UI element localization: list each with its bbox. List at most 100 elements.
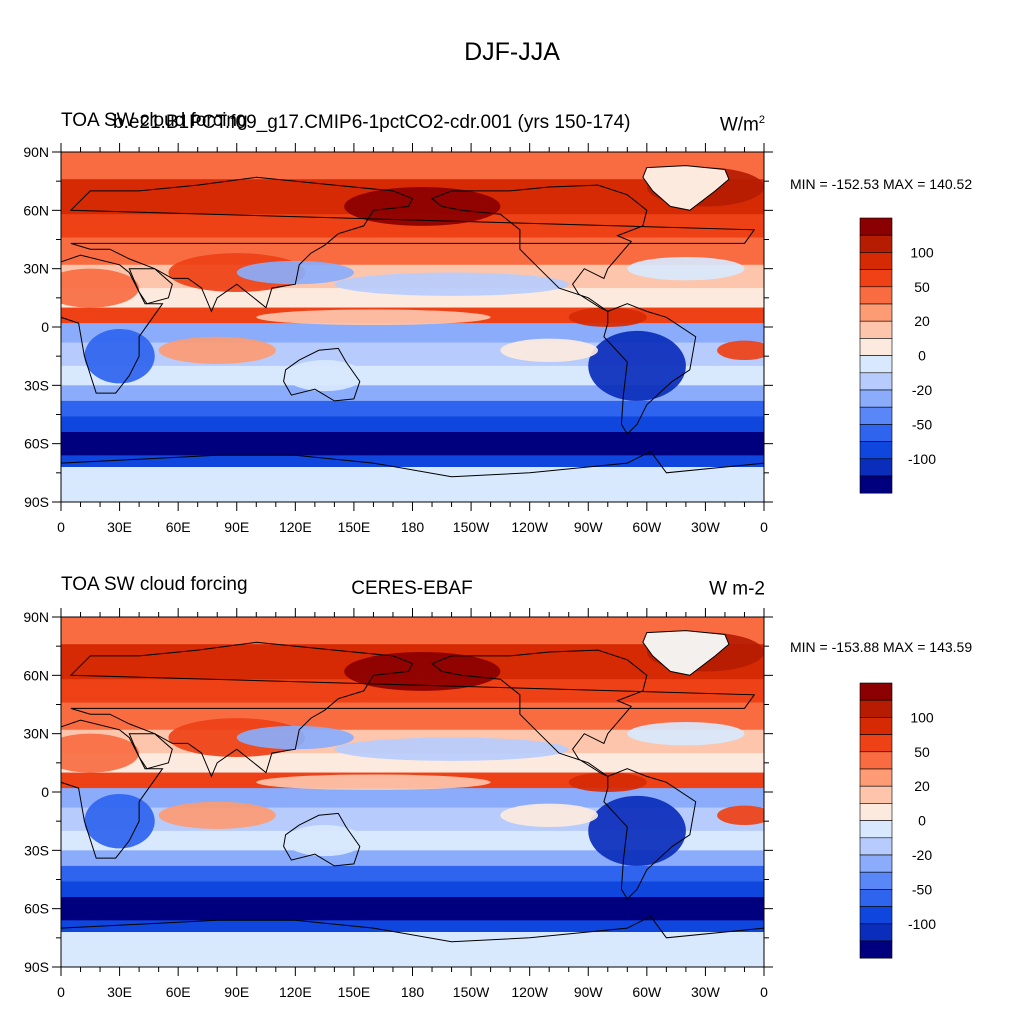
contour-band	[61, 803, 764, 809]
contour-band	[61, 955, 764, 960]
colorbar-box	[859, 940, 893, 959]
contour-band	[61, 420, 764, 425]
contour-band	[61, 928, 764, 933]
contour-region	[158, 801, 276, 829]
contour-band	[61, 924, 764, 929]
colorbar-label: 50	[914, 279, 930, 295]
contour-band	[61, 330, 764, 336]
colorbar: 100 50 20 0 -20 -50 -100	[859, 217, 936, 494]
contour-band	[61, 733, 764, 739]
contour-band	[61, 350, 764, 355]
contour-band	[61, 690, 764, 696]
contour-band	[61, 404, 764, 410]
coastlines	[61, 630, 764, 967]
colorbar-label: 20	[914, 778, 930, 794]
contour-band	[61, 233, 764, 239]
contour-band	[61, 334, 764, 340]
contour-band	[61, 908, 764, 914]
model-map: 90N 60N 30N 0 30S 60S 90S 0 30E 60E 90E 120E 150E 180…	[23, 143, 936, 535]
contour-band	[61, 163, 764, 169]
panel-left-title: TOA SW cloud forcing	[61, 110, 248, 131]
contour-region	[236, 725, 354, 750]
contour-band	[61, 459, 764, 464]
colorbar-box	[859, 286, 893, 305]
contour-band	[61, 494, 764, 499]
lon-label: 30E	[107, 984, 132, 1000]
contour-band	[61, 951, 764, 956]
contour-band	[61, 369, 764, 375]
colorbar-label: -100	[908, 916, 936, 932]
contour-band	[61, 257, 764, 262]
contour-band	[61, 183, 764, 188]
contour-band	[61, 850, 764, 855]
contour-region	[344, 187, 501, 226]
colorbar-box	[859, 803, 893, 821]
contour-band	[61, 439, 764, 445]
contour-region	[334, 737, 569, 761]
contour-band	[61, 490, 764, 495]
contour-band	[61, 362, 764, 367]
lon-label: 60E	[166, 519, 191, 535]
contour-band	[61, 397, 764, 402]
lat-label: 90S	[24, 959, 49, 975]
colorbar-box	[859, 217, 893, 236]
colorbar-box	[859, 355, 893, 374]
lat-label: 90N	[23, 144, 49, 160]
coastline-southAmerica	[603, 303, 697, 435]
contour-band	[61, 264, 764, 270]
contour-band	[61, 932, 764, 937]
contour-band	[61, 764, 764, 770]
colorbar-box	[859, 475, 893, 494]
coastline-africa	[61, 719, 164, 859]
lat-label: 60N	[23, 667, 49, 683]
colorbar-box	[859, 424, 893, 442]
contour-region	[627, 722, 745, 746]
contour-region	[500, 803, 599, 827]
lat-label: 60S	[24, 901, 49, 917]
lon-label: 180	[401, 519, 425, 535]
colorbar-box	[859, 906, 893, 925]
minmax-label: MIN = -152.53 MAX = 140.52	[790, 176, 973, 192]
colorbar-label: -20	[912, 382, 932, 398]
contour-band	[61, 710, 764, 715]
contour-region	[500, 338, 599, 362]
lon-label: 150E	[338, 984, 371, 1000]
contour-band	[61, 152, 764, 157]
colorbar-label: 100	[910, 244, 934, 260]
contour-band	[61, 904, 764, 910]
contour-band	[61, 838, 764, 844]
coastline-europeAsia	[69, 641, 756, 778]
coastline-australia	[283, 347, 361, 402]
contour-band	[61, 260, 764, 266]
lat-label: 60S	[24, 436, 49, 452]
lon-label: 120W	[511, 984, 548, 1000]
lon-label: 120E	[279, 984, 312, 1000]
contour-band	[61, 447, 764, 453]
lon-label: 60W	[632, 519, 662, 535]
colorbar-box	[859, 389, 893, 408]
contour-band	[61, 327, 764, 332]
contour-band	[61, 772, 764, 778]
coastlines	[61, 165, 764, 502]
contour-band	[61, 943, 764, 949]
colorbar-box	[859, 854, 893, 873]
contour-band	[61, 400, 764, 406]
lon-label: 90E	[224, 519, 249, 535]
lon-label: 30W	[691, 519, 721, 535]
contour-band	[61, 897, 764, 902]
colorbar-box	[859, 699, 893, 718]
lat-label: 90N	[23, 609, 49, 625]
colorbar-box	[859, 820, 893, 839]
contour-band	[61, 694, 764, 700]
colorbar-label: 100	[910, 709, 934, 725]
colorbar-box	[859, 871, 893, 890]
coastline-northAmerica	[431, 184, 648, 312]
contour-field	[61, 617, 764, 967]
lon-label: 90W	[574, 984, 604, 1000]
contour-band	[61, 365, 764, 371]
colorbar-box	[859, 372, 893, 391]
contour-region	[344, 652, 501, 691]
lon-label: 90W	[574, 519, 604, 535]
lon-label: 0	[760, 984, 768, 1000]
minmax-label: MIN = -153.88 MAX = 143.59	[790, 639, 973, 655]
